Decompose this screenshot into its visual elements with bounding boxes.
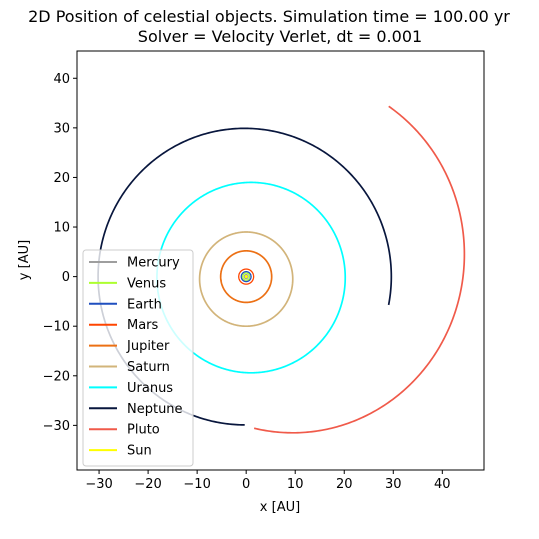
series-sun-marker	[244, 275, 248, 279]
series-pluto-line	[253, 105, 466, 434]
legend-label-pluto: Pluto	[127, 423, 160, 438]
y-axis-ticks: −30 −20 −10 0 10 20 30 40	[43, 72, 77, 434]
x-tick-label: 10	[287, 477, 304, 492]
y-tick-label: 30	[53, 121, 70, 136]
y-tick-label: −20	[43, 369, 70, 384]
y-tick-label: 40	[53, 72, 70, 87]
series-saturn-line	[198, 231, 294, 328]
x-tick-label: −10	[183, 477, 210, 492]
y-tick-label: 10	[53, 221, 70, 236]
legend-label-earth: Earth	[127, 297, 162, 312]
x-tick-label: 20	[336, 477, 353, 492]
legend-label-venus: Venus	[127, 276, 166, 291]
y-tick-label: 0	[62, 270, 70, 285]
x-tick-label: 40	[434, 477, 451, 492]
series-mercury-line	[243, 274, 249, 280]
x-tick-label: −30	[85, 477, 112, 492]
x-tick-label: 0	[242, 477, 250, 492]
y-tick-label: −10	[43, 320, 70, 335]
legend-label-jupiter: Jupiter	[126, 339, 170, 354]
plot-frame	[76, 50, 485, 471]
x-tick-label: 30	[385, 477, 402, 492]
y-axis-label: y [AU]	[17, 240, 32, 280]
legend-label-neptune: Neptune	[127, 402, 183, 417]
chart-title: 2D Position of celestial objects. Simula…	[28, 7, 510, 26]
legend-label-sun: Sun	[127, 444, 152, 459]
x-axis-label: x [AU]	[260, 500, 300, 515]
x-tick-label: −20	[134, 477, 161, 492]
y-tick-label: 20	[53, 171, 70, 186]
series-jupiter-line	[219, 249, 273, 304]
series-venus-line	[241, 272, 251, 281]
legend-label-mercury: Mercury	[127, 256, 180, 271]
legend-label-uranus: Uranus	[127, 381, 173, 396]
legend-label-saturn: Saturn	[127, 360, 170, 375]
series-earth-line	[240, 271, 252, 283]
y-tick-label: −30	[43, 419, 70, 434]
legend-label-mars: Mars	[127, 318, 159, 333]
chart-subtitle: Solver = Velocity Verlet, dt = 0.001	[138, 27, 422, 46]
series-mars-line	[238, 268, 255, 285]
legend: Mercury Venus Earth Mars Jupiter Saturn Uranus…	[82, 249, 194, 467]
x-axis-ticks: −30 −20 −10 0 10 20 30 40	[85, 470, 451, 492]
title-group: 2D Position of celestial objects. Simula…	[28, 7, 510, 46]
